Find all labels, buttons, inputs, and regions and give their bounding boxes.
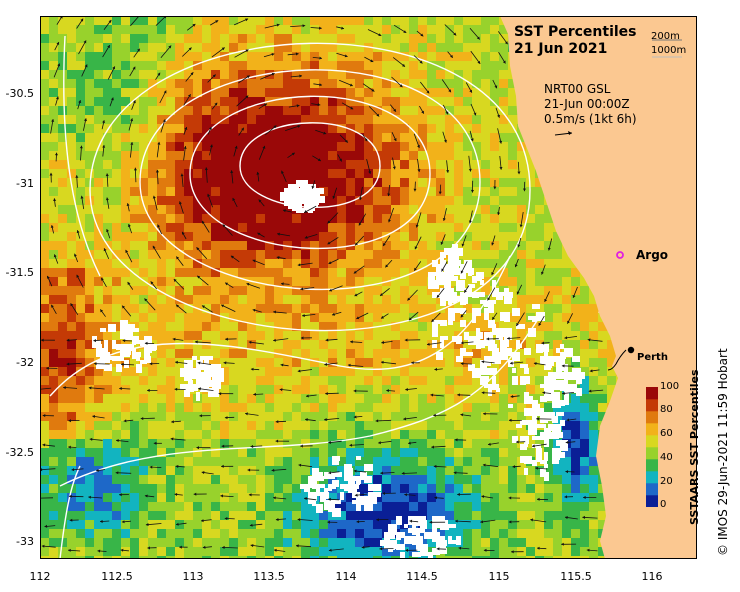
map-panel[interactable] <box>40 16 697 559</box>
vector-scale-label: 0.5m/s (1kt 6h) <box>544 112 637 126</box>
y-tick-label: -31.5 <box>5 266 34 279</box>
product-name: NRT00 GSL <box>544 82 611 96</box>
colorbar-label: 40 <box>660 452 673 463</box>
y-tick-label: -32.5 <box>5 446 34 459</box>
argo-float-marker[interactable] <box>616 251 624 259</box>
colorbar-label: 60 <box>660 428 673 439</box>
colorbar-label: 80 <box>660 404 673 415</box>
y-tick-label: -30.5 <box>5 87 34 100</box>
x-tick-label: 113.5 <box>253 570 285 583</box>
credit-text: © IMOS 29-Jun-2021 11:59 Hobart <box>716 348 730 556</box>
map-title: SST Percentiles 21 Jun 2021 <box>514 24 637 58</box>
x-tick-label: 113 <box>182 570 204 583</box>
cloud-nodata-patches <box>92 180 585 559</box>
sst-percentile-raster <box>40 16 626 559</box>
sst-map[interactable] <box>40 16 697 559</box>
x-tick-label: 114.5 <box>406 570 438 583</box>
sla-contours <box>49 35 541 559</box>
colorbar-label: 100 <box>660 381 680 392</box>
x-tick-label: 112.5 <box>101 570 133 583</box>
colorbar-label: 20 <box>660 476 673 487</box>
depth-1000m-label: 1000m <box>651 45 687 56</box>
colorbar-label: 0 <box>660 499 667 510</box>
y-tick-label: -32 <box>16 356 34 369</box>
perth-label: Perth <box>637 352 668 363</box>
y-tick-label: -31 <box>16 177 34 190</box>
colorbar-title: SSTAARS SST Percentiles <box>688 369 701 526</box>
x-tick-label: 114 <box>335 570 357 583</box>
perth-city-icon <box>627 346 635 354</box>
title-product: SST Percentiles <box>514 24 637 40</box>
product-time: 21-Jun 00:00Z <box>544 97 630 111</box>
x-tick-label: 115 <box>488 570 510 583</box>
swan-river-icon <box>607 349 627 371</box>
map-frame <box>40 16 697 559</box>
x-tick-label: 112 <box>29 570 51 583</box>
x-tick-label: 115.5 <box>560 570 592 583</box>
title-date: 21 Jun 2021 <box>514 41 608 57</box>
current-vectors <box>40 16 604 554</box>
depth-200m-label: 200m <box>651 31 680 42</box>
vector-scale-arrow <box>554 131 573 136</box>
colorbar <box>646 387 658 507</box>
product-info: NRT00 GSL 21-Jun 00:00Z 0.5m/s (1kt 6h) <box>544 82 637 127</box>
depth-contour-legend: 200m 1000m <box>651 30 686 58</box>
argo-label: Argo <box>636 248 669 262</box>
y-tick-label: -33 <box>16 535 34 548</box>
x-tick-label: 116 <box>641 570 663 583</box>
